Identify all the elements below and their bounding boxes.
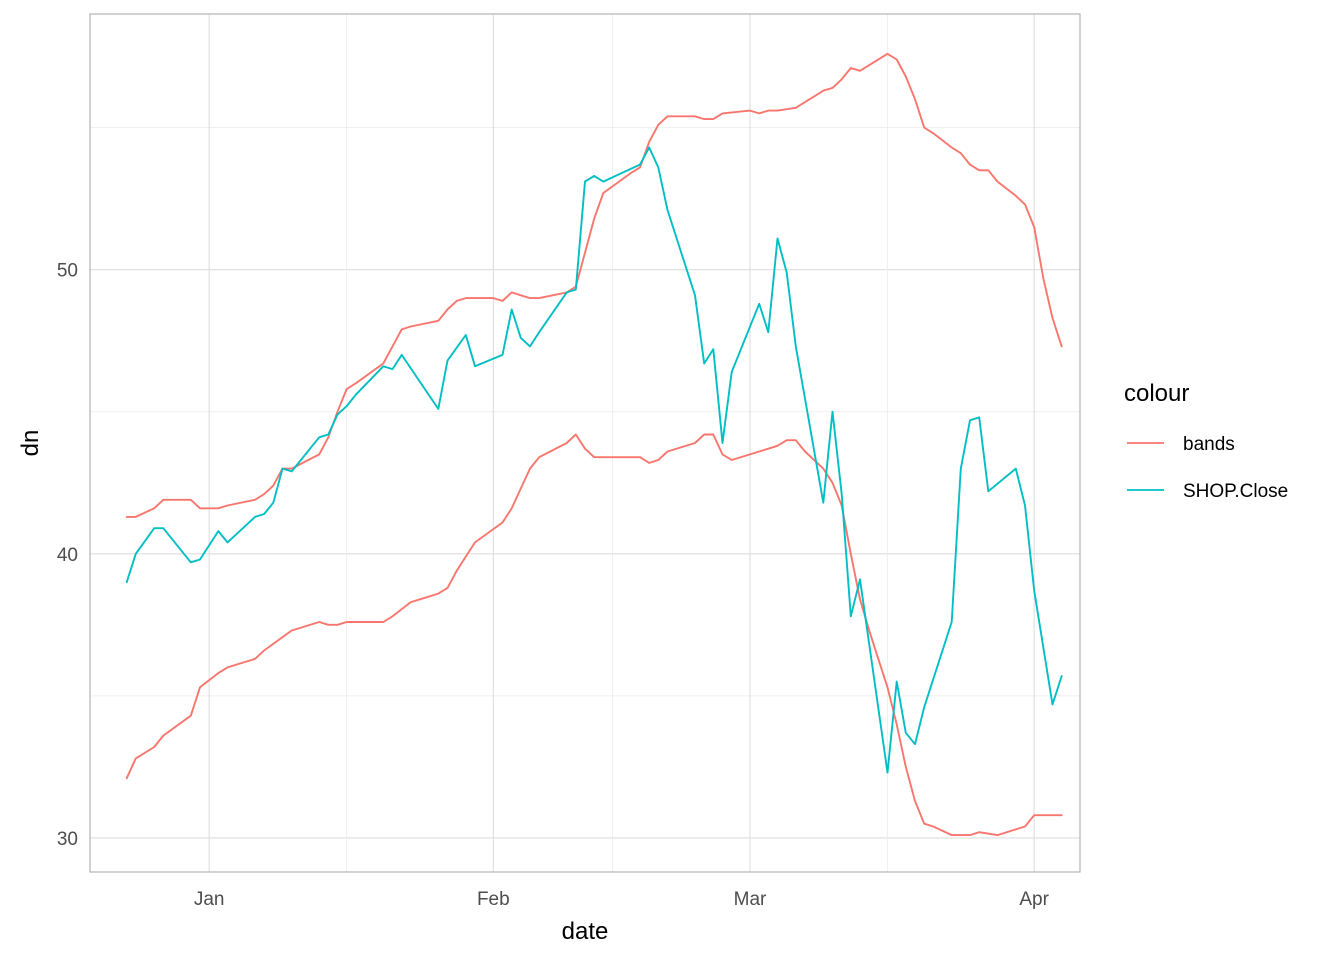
x-tick-label: Jan [194, 889, 225, 910]
x-axis-title: date [562, 918, 609, 945]
grid-lines [90, 14, 1080, 872]
legend-label-shop-close: SHOP.Close [1183, 481, 1288, 502]
legend-title: colour [1124, 380, 1189, 407]
y-tick-label: 30 [57, 829, 78, 850]
series-line-shop-close-2 [125, 146, 1063, 774]
x-tick-label: Feb [477, 889, 510, 910]
legend-item-shop-close: SHOP.Close [1127, 481, 1288, 502]
legend-item-bands: bands [1127, 434, 1235, 455]
plot-panel-border [89, 13, 1081, 873]
x-tick-label: Mar [734, 889, 767, 910]
series-lines [125, 52, 1063, 837]
y-tick-label: 40 [57, 545, 78, 566]
axis-ticks: 30 40 50 Jan Feb Mar Apr [57, 261, 1050, 910]
y-axis-title: dn [17, 430, 44, 457]
series-line-bands-0 [125, 52, 1063, 518]
legend: colour bands SHOP.Close [1124, 380, 1288, 502]
legend-label-bands: bands [1183, 434, 1235, 455]
x-tick-label: Apr [1019, 889, 1049, 910]
y-tick-label: 50 [57, 261, 78, 282]
